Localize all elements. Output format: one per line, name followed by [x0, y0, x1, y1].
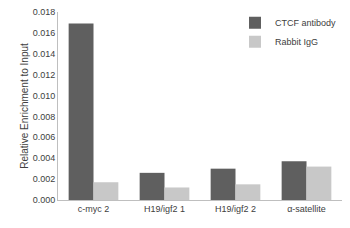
- svg-text:Rabbit IgG: Rabbit IgG: [275, 37, 318, 47]
- svg-text:0.018: 0.018: [33, 7, 56, 17]
- svg-text:α-satellite: α-satellite: [287, 204, 326, 214]
- svg-text:CTCF antibody: CTCF antibody: [275, 18, 336, 28]
- svg-text:0.002: 0.002: [33, 174, 56, 184]
- svg-text:0.004: 0.004: [33, 153, 56, 163]
- svg-text:0.014: 0.014: [33, 49, 56, 59]
- svg-text:c-myc 2: c-myc 2: [78, 204, 110, 214]
- svg-text:0.008: 0.008: [33, 112, 56, 122]
- svg-text:0.012: 0.012: [33, 70, 56, 80]
- svg-text:H19/igf2 1: H19/igf2 1: [144, 204, 185, 214]
- svg-text:0.016: 0.016: [33, 28, 56, 38]
- svg-text:H19/igf2 2: H19/igf2 2: [215, 204, 256, 214]
- svg-text:0.010: 0.010: [33, 91, 56, 101]
- svg-text:0.000: 0.000: [33, 195, 56, 205]
- svg-text:Relative Enrichment to Input: Relative Enrichment to Input: [19, 43, 30, 169]
- svg-text:0.006: 0.006: [33, 132, 56, 142]
